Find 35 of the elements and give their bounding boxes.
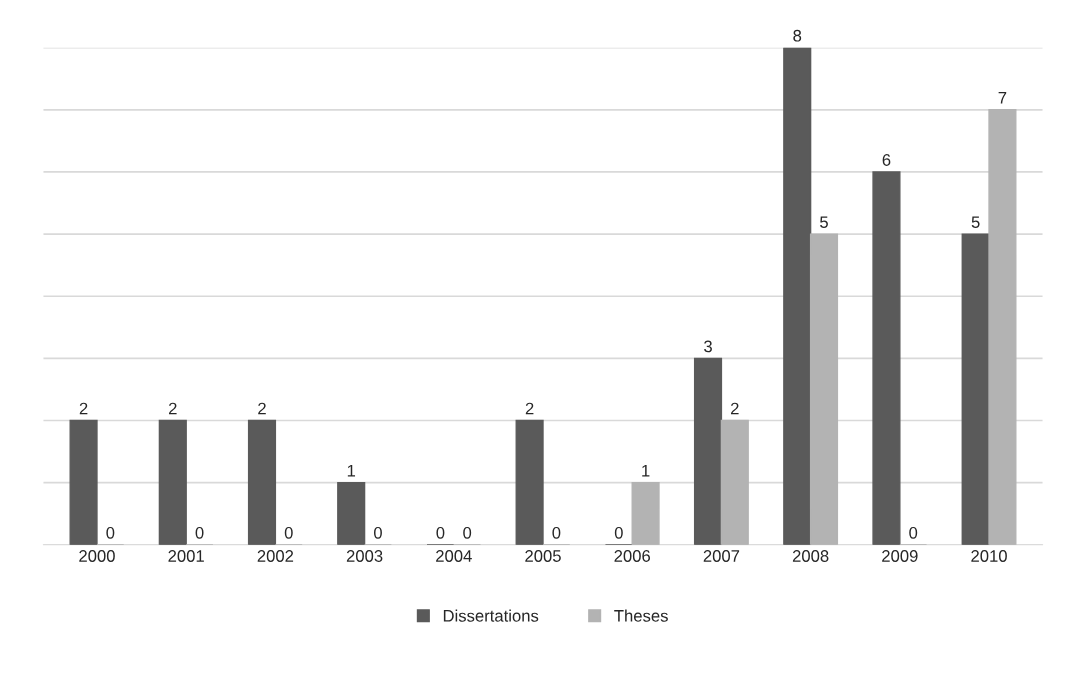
data-label: 0 — [614, 526, 623, 539]
x-tick-label: 2004 — [436, 550, 472, 562]
x-tick-label: 2002 — [257, 550, 294, 562]
x-tick-label: 2006 — [614, 550, 651, 562]
data-label: 5 — [820, 216, 828, 229]
x-tick-label: 2003 — [346, 550, 383, 562]
x-tick-label: 2007 — [703, 550, 740, 562]
x-tick-label: 2005 — [525, 550, 561, 562]
data-label: 3 — [704, 340, 712, 353]
legend-label: Dissertations — [443, 609, 539, 622]
x-tick-label: 2008 — [792, 550, 829, 562]
data-label: 7 — [998, 92, 1007, 104]
data-label: 0 — [195, 526, 204, 539]
data-label: 2 — [525, 402, 534, 415]
data-label: 0 — [284, 526, 293, 539]
data-label: 2 — [79, 402, 88, 415]
x-tick-label: 2010 — [971, 550, 1007, 562]
data-label: 0 — [436, 526, 445, 539]
x-tick-label: 2001 — [168, 550, 204, 562]
x-tick-label: 2000 — [79, 550, 115, 562]
data-label: 0 — [909, 526, 918, 539]
x-tick-label: 2009 — [882, 550, 918, 562]
data-label: 5 — [971, 216, 980, 229]
data-label: 0 — [463, 526, 472, 539]
data-label: 2 — [731, 402, 739, 415]
data-label: 6 — [882, 154, 891, 166]
data-label: 1 — [347, 464, 356, 477]
data-label: 0 — [373, 526, 382, 539]
data-label: 0 — [552, 526, 561, 539]
data-label: 2 — [258, 402, 266, 415]
data-label: 8 — [793, 29, 802, 42]
data-label: 0 — [106, 526, 115, 539]
data-label: 1 — [642, 464, 650, 477]
data-label: 2 — [168, 402, 177, 415]
legend-label: Theses — [614, 609, 668, 622]
